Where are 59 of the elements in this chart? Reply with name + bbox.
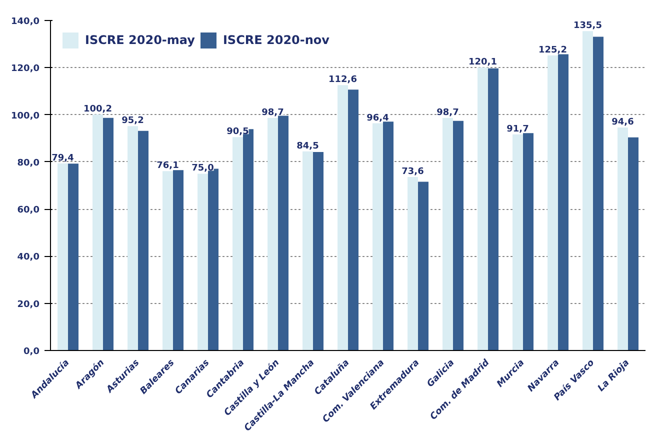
- y-tick-label: 40,0: [17, 252, 40, 263]
- bar: [58, 163, 68, 350]
- legend-label: ISCRE 2020-nov: [222, 33, 330, 47]
- data-label: 73,6: [402, 167, 424, 178]
- data-label: 125,2: [538, 45, 567, 56]
- y-tick-label: 20,0: [17, 300, 40, 310]
- bar: [593, 36, 604, 350]
- bar: [162, 171, 173, 350]
- bar: [173, 170, 184, 350]
- y-tick-label: 60,0: [17, 206, 40, 216]
- data-label: 76,1: [156, 161, 179, 172]
- bar: [442, 118, 453, 350]
- bar: [618, 128, 628, 350]
- y-tick-label: 140,0: [11, 17, 40, 27]
- data-label: 100,2: [84, 104, 112, 114]
- legend-label: ISCRE 2020-may: [85, 33, 195, 47]
- bar: [68, 164, 78, 350]
- bar: [478, 67, 488, 350]
- y-tick-label: 100,0: [11, 111, 40, 122]
- bar: [408, 177, 418, 350]
- bar: [582, 31, 593, 350]
- bar: [628, 137, 638, 350]
- bar: [232, 137, 243, 350]
- data-label: 95,2: [122, 116, 144, 126]
- data-label: 84,5: [296, 141, 319, 152]
- bar: [558, 54, 568, 350]
- bar: [92, 114, 103, 350]
- bar: [548, 55, 558, 350]
- bar: [453, 120, 464, 350]
- bar: [198, 174, 208, 350]
- bar: [313, 152, 324, 350]
- data-label: 91,7: [506, 124, 529, 134]
- bar: [302, 151, 313, 350]
- data-label: 135,5: [574, 21, 602, 32]
- data-label: 79,4: [52, 153, 74, 164]
- data-label: 112,6: [328, 75, 357, 86]
- bar: [103, 118, 114, 350]
- data-label: 96,4: [366, 113, 389, 124]
- data-label: 120,1: [468, 57, 497, 68]
- bar: [138, 130, 148, 350]
- bar: [512, 134, 523, 350]
- bar: [523, 133, 534, 350]
- bar: [372, 123, 383, 350]
- data-label: 94,6: [612, 118, 634, 128]
- y-tick-label: 80,0: [17, 158, 40, 168]
- data-label: 98,7: [262, 108, 284, 118]
- bar: [348, 90, 358, 350]
- bar: [128, 126, 138, 350]
- bar: [383, 122, 394, 350]
- data-label: 98,7: [436, 108, 459, 118]
- data-label: 90,5: [226, 127, 249, 138]
- bar: [268, 118, 278, 350]
- bar: [418, 182, 428, 350]
- data-label: 75,0: [192, 164, 214, 174]
- y-tick-label: 0,0: [24, 347, 40, 357]
- bar: [278, 116, 288, 350]
- bar: [338, 85, 348, 350]
- bar: [488, 68, 498, 350]
- y-tick-label: 120,0: [11, 64, 40, 74]
